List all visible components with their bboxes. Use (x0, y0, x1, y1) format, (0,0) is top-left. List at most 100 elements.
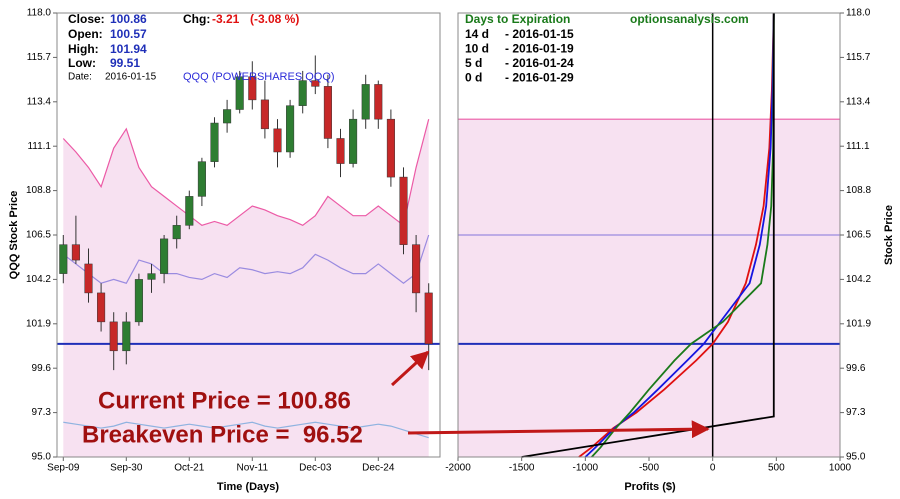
x-tick-label: Sep-30 (110, 463, 143, 474)
legend-title: Days to Expiration (465, 12, 570, 26)
candle-body (361, 84, 370, 120)
y-tick-label: 118.0 (27, 8, 52, 19)
candle-body (336, 138, 345, 164)
candle-body (172, 225, 181, 240)
legend-name: 5 d (465, 56, 482, 70)
y-tick-label: 108.8 (26, 185, 51, 196)
stat-label: Close: (68, 12, 105, 26)
price-panel: Sep-09 Sep-30 Oct-21 Nov-11 Dec-03 Dec-24 95.0… (26, 8, 441, 474)
stat-value: 99.51 (110, 56, 140, 70)
y-tick-label: 101.9 (846, 318, 871, 329)
y-tick-label: 99.6 (846, 363, 866, 374)
band-line (63, 421, 429, 439)
source: optionsanalysis.com (630, 12, 749, 26)
y-tick-label: 111.1 (846, 141, 870, 152)
legend-expiry: - 2016-01-29 (505, 71, 574, 85)
candle-body (109, 321, 118, 352)
stat-label: High: (68, 42, 99, 56)
candle-body (97, 292, 106, 323)
x-tick-label: 500 (768, 463, 785, 474)
legend-expiry: - 2016-01-24 (505, 56, 574, 70)
candle-body (424, 292, 433, 345)
stat-label: Low: (68, 56, 96, 70)
x-tick-label: Dec-24 (362, 463, 395, 474)
candle-body (286, 105, 295, 153)
y-tick-label: 97.3 (846, 407, 866, 418)
candle-body (399, 176, 408, 245)
y-tick-label: 108.8 (846, 185, 871, 196)
x-tick-label: 1000 (829, 463, 852, 474)
band-fill (63, 119, 429, 457)
legend-expiry: - 2016-01-15 (505, 27, 574, 41)
candle-body (412, 244, 421, 294)
x-axis-label: Profits ($) (624, 481, 676, 493)
y-tick-label: 115.7 (27, 52, 52, 63)
price-band (458, 119, 840, 457)
candle-body (235, 76, 244, 110)
y-tick-label: 104.2 (26, 274, 51, 285)
y-tick-label: 101.9 (26, 318, 51, 329)
candle-body (122, 321, 131, 352)
candle-body (134, 279, 143, 323)
date-value: 2016-01-15 (105, 72, 157, 83)
x-tick-label: 0 (710, 463, 716, 474)
stat-label: Open: (68, 27, 103, 41)
y-tick-label: 115.7 (846, 52, 871, 63)
change-label: Chg: (183, 12, 210, 26)
x-axis-label: Time (Days) (217, 481, 279, 493)
candle-body (323, 86, 332, 139)
x-tick-label: Dec-03 (299, 463, 332, 474)
x-tick-label: Nov-11 (237, 463, 269, 474)
candle-body (386, 118, 395, 178)
candle-body (374, 84, 383, 120)
candle-body (185, 196, 194, 226)
x-tick-label: Oct-21 (174, 463, 204, 474)
legend-name: 14 d (465, 27, 489, 41)
stat-value: 100.57 (110, 27, 147, 41)
y-tick-label: 118.0 (846, 8, 871, 19)
date-label: Date: (68, 72, 92, 83)
candle-body (298, 80, 307, 106)
y-tick-label: 106.5 (846, 230, 871, 241)
y-tick-label: 106.5 (26, 230, 51, 241)
legend-name: 0 d (465, 71, 482, 85)
y-tick-label: 97.3 (32, 407, 52, 418)
candle-body (260, 99, 269, 130)
band-line (62, 119, 430, 227)
y-tick-label: 104.2 (846, 274, 871, 285)
symbol: QQQ (POWERSHARES QQQ) (183, 71, 335, 83)
y-axis-label: QQQ Stock Price (8, 191, 20, 280)
x-tick-label: -2000 (445, 463, 471, 474)
candle-body (147, 273, 156, 280)
stat-value: 100.86 (110, 12, 147, 26)
candle-body (210, 122, 219, 162)
x-tick-label: -1000 (573, 463, 599, 474)
y-tick-label: 99.6 (32, 363, 52, 374)
y-tick-label: 95.0 (846, 452, 866, 463)
y-tick-label: 95.0 (32, 452, 52, 463)
profit-curve (591, 12, 775, 458)
stat-value: 101.94 (110, 42, 147, 56)
arrow (390, 350, 430, 387)
x-tick-label: Sep-09 (47, 463, 80, 474)
arrow (407, 420, 710, 439)
change-percent: (-3.08 %) (250, 12, 299, 26)
legend-expiry: - 2016-01-19 (505, 42, 574, 56)
candle-body (160, 238, 169, 274)
candle-body (59, 244, 68, 274)
candle-body (84, 263, 93, 294)
profit-curve (521, 13, 775, 458)
y-axis-label: Stock Price (883, 205, 895, 265)
annotation: Breakeven Price = 96.52 (82, 421, 363, 448)
candle-body (71, 244, 80, 261)
profit-panel: 14 d - 2016-01-15 10 d - 2016-01-19 5 d - 201… (445, 8, 871, 474)
candle-body (273, 128, 282, 153)
y-tick-label: 111.1 (27, 141, 51, 152)
x-tick-label: -1500 (509, 463, 535, 474)
candle-body (349, 118, 358, 164)
change-value: -3.21 (212, 12, 240, 26)
candle-body (248, 76, 257, 101)
y-tick-label: 113.4 (846, 96, 871, 107)
x-tick-label: -500 (639, 463, 659, 474)
